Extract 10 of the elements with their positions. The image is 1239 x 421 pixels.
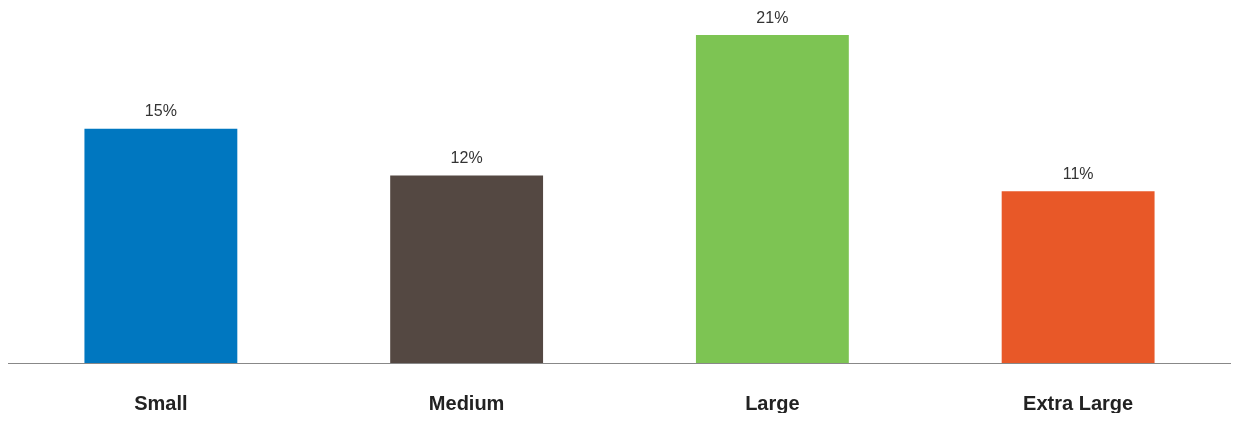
bar xyxy=(84,128,238,363)
data-label: 11% xyxy=(1062,164,1094,182)
x-tick-label: Small xyxy=(134,392,188,414)
bar xyxy=(1001,191,1155,363)
x-tick-label: Medium xyxy=(428,392,505,414)
bar xyxy=(695,35,849,363)
data-label: 15% xyxy=(144,102,177,120)
data-label: 12% xyxy=(450,149,483,167)
data-label: 21% xyxy=(756,8,789,26)
bar xyxy=(390,175,544,363)
